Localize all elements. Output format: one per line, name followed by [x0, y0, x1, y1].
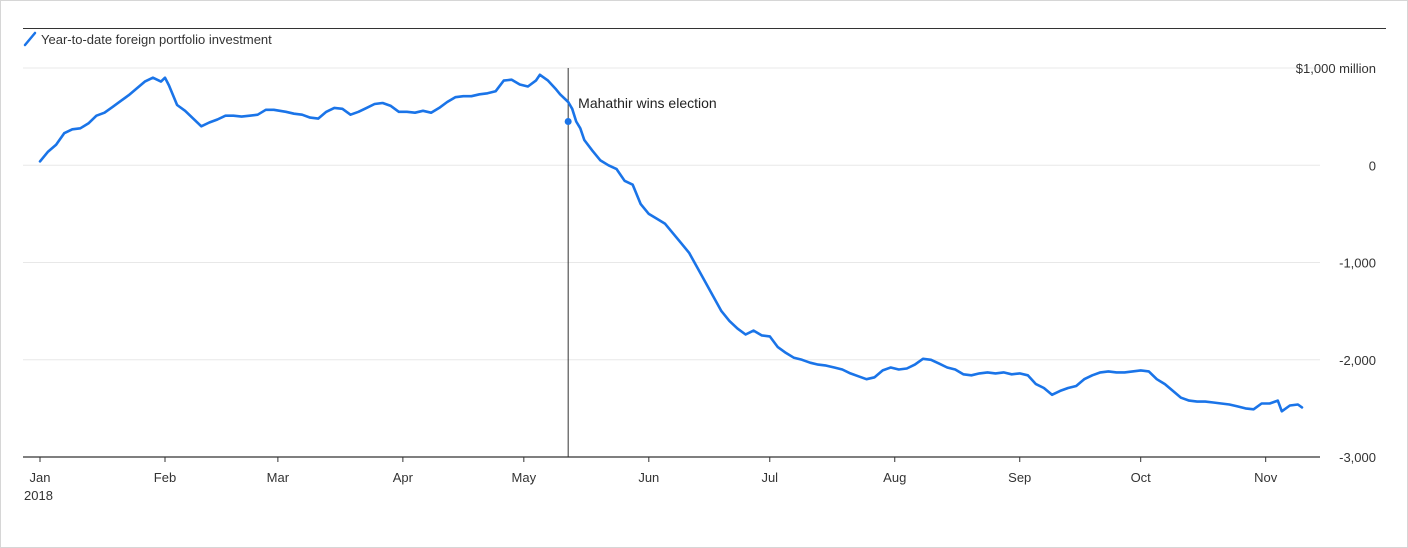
top-rule	[23, 28, 1386, 29]
y-tick-label: -3,000	[1339, 450, 1376, 465]
legend-line-icon	[23, 31, 37, 47]
x-tick-label: Mar	[267, 470, 290, 485]
x-tick-label: Aug	[883, 470, 906, 485]
annotation-layer: Mahathir wins election	[567, 68, 717, 457]
series-layer	[38, 73, 1304, 413]
x-tick-label: Jun	[638, 470, 659, 485]
x-tick-label: Jan	[30, 470, 51, 485]
y-tick-label: -1,000	[1339, 256, 1376, 271]
annotation-label: Mahathir wins election	[578, 95, 717, 111]
y-axis-ticks: $1,000 million 0 -1,000 -2,000 -3,000	[1296, 61, 1376, 465]
x-tick-label: Nov	[1254, 470, 1278, 485]
gridlines	[23, 67, 1320, 361]
chart-legend: Year-to-date foreign portfolio investmen…	[23, 30, 272, 48]
y-tick-label: $1,000 million	[1296, 61, 1376, 76]
y-tick-label: 0	[1369, 158, 1376, 173]
series-line	[38, 73, 1304, 413]
x-tick-label: Apr	[393, 470, 414, 485]
x-tick-label: May	[512, 470, 537, 485]
x-axis: Jan 2018 Feb Mar Apr May Jun Jul Aug Sep Oct Nov	[23, 456, 1320, 503]
y-tick-label: -2,000	[1339, 353, 1376, 368]
x-tick-label: Oct	[1131, 470, 1152, 485]
x-tick-label: Sep	[1008, 470, 1031, 485]
annotation-point	[564, 117, 572, 125]
legend-entry-label: Year-to-date foreign portfolio investmen…	[41, 31, 272, 47]
x-tick-sublabel: 2018	[24, 488, 53, 503]
x-tick-label: Jul	[761, 470, 778, 485]
x-tick-label: Feb	[154, 470, 176, 485]
